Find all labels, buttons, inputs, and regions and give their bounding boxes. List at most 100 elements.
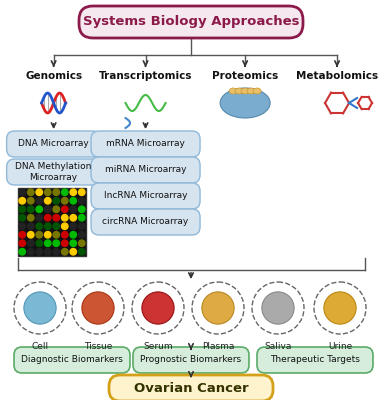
Circle shape [62, 248, 68, 255]
FancyBboxPatch shape [91, 157, 200, 183]
Circle shape [36, 206, 43, 212]
Circle shape [70, 214, 77, 221]
Text: circRNA Microarray: circRNA Microarray [102, 218, 189, 226]
Circle shape [62, 198, 68, 204]
Text: Therapeutic Targets: Therapeutic Targets [270, 356, 360, 364]
Text: Prognostic Biomarkers: Prognostic Biomarkers [141, 356, 242, 364]
Circle shape [62, 206, 68, 212]
FancyBboxPatch shape [133, 347, 249, 373]
Circle shape [62, 232, 68, 238]
Circle shape [19, 223, 26, 230]
FancyBboxPatch shape [79, 6, 303, 38]
Text: Systems Biology Approaches: Systems Biology Approaches [83, 16, 299, 28]
Circle shape [28, 206, 34, 212]
Circle shape [28, 189, 34, 196]
Circle shape [70, 232, 77, 238]
Text: Transcriptomics: Transcriptomics [99, 71, 192, 81]
Circle shape [324, 292, 356, 324]
Circle shape [79, 198, 85, 204]
Circle shape [62, 214, 68, 221]
Circle shape [142, 292, 174, 324]
Text: miRNA Microarray: miRNA Microarray [105, 166, 186, 174]
Ellipse shape [253, 88, 261, 94]
Circle shape [28, 223, 34, 230]
Circle shape [36, 214, 43, 221]
Circle shape [79, 214, 85, 221]
Text: DNA Microarray: DNA Microarray [18, 140, 89, 148]
Circle shape [53, 198, 59, 204]
Circle shape [79, 189, 85, 196]
FancyBboxPatch shape [18, 188, 86, 256]
Circle shape [19, 189, 26, 196]
Text: Genomics: Genomics [25, 71, 82, 81]
FancyBboxPatch shape [7, 131, 101, 157]
Text: Ovarian Cancer: Ovarian Cancer [134, 382, 248, 394]
Circle shape [70, 198, 77, 204]
Circle shape [19, 214, 26, 221]
Circle shape [44, 214, 51, 221]
Text: mRNA Microarray: mRNA Microarray [106, 140, 185, 148]
Ellipse shape [220, 88, 270, 118]
Text: Tissue: Tissue [84, 342, 112, 351]
Circle shape [36, 240, 43, 246]
FancyBboxPatch shape [109, 375, 273, 400]
FancyBboxPatch shape [7, 159, 101, 185]
Circle shape [53, 248, 59, 255]
Circle shape [79, 223, 85, 230]
Circle shape [53, 232, 59, 238]
Circle shape [28, 214, 34, 221]
Circle shape [44, 223, 51, 230]
Circle shape [19, 248, 26, 255]
Circle shape [79, 240, 85, 246]
Circle shape [70, 240, 77, 246]
Text: Metabolomics: Metabolomics [296, 71, 378, 81]
Circle shape [44, 232, 51, 238]
FancyBboxPatch shape [91, 131, 200, 157]
Circle shape [262, 292, 294, 324]
Text: Plasma: Plasma [202, 342, 234, 351]
Circle shape [62, 240, 68, 246]
Circle shape [36, 223, 43, 230]
Circle shape [79, 248, 85, 255]
Text: DNA Methylation
Microarray: DNA Methylation Microarray [15, 162, 92, 182]
Circle shape [19, 232, 26, 238]
FancyBboxPatch shape [14, 347, 130, 373]
Circle shape [36, 189, 43, 196]
Circle shape [79, 206, 85, 212]
Ellipse shape [229, 88, 237, 94]
Circle shape [28, 240, 34, 246]
Circle shape [28, 198, 34, 204]
Text: Cell: Cell [31, 342, 49, 351]
Text: Diagnostic Biomarkers: Diagnostic Biomarkers [21, 356, 123, 364]
Circle shape [36, 232, 43, 238]
Text: lncRNA Microarray: lncRNA Microarray [104, 192, 187, 200]
Circle shape [70, 248, 77, 255]
Ellipse shape [241, 88, 249, 94]
Circle shape [70, 223, 77, 230]
Circle shape [70, 206, 77, 212]
FancyBboxPatch shape [91, 183, 200, 209]
Text: Serum: Serum [143, 342, 173, 351]
Circle shape [44, 240, 51, 246]
Text: Saliva: Saliva [264, 342, 292, 351]
Circle shape [19, 198, 26, 204]
Circle shape [62, 223, 68, 230]
Circle shape [44, 248, 51, 255]
Circle shape [44, 206, 51, 212]
Circle shape [19, 240, 26, 246]
Circle shape [70, 189, 77, 196]
Circle shape [28, 248, 34, 255]
Text: Urine: Urine [328, 342, 352, 351]
Circle shape [36, 248, 43, 255]
Ellipse shape [235, 88, 243, 94]
Circle shape [53, 214, 59, 221]
Circle shape [202, 292, 234, 324]
Circle shape [53, 240, 59, 246]
Text: Proteomics: Proteomics [212, 71, 278, 81]
Circle shape [19, 206, 26, 212]
FancyBboxPatch shape [257, 347, 373, 373]
Ellipse shape [247, 88, 255, 94]
Circle shape [53, 189, 59, 196]
Circle shape [82, 292, 114, 324]
Circle shape [44, 198, 51, 204]
